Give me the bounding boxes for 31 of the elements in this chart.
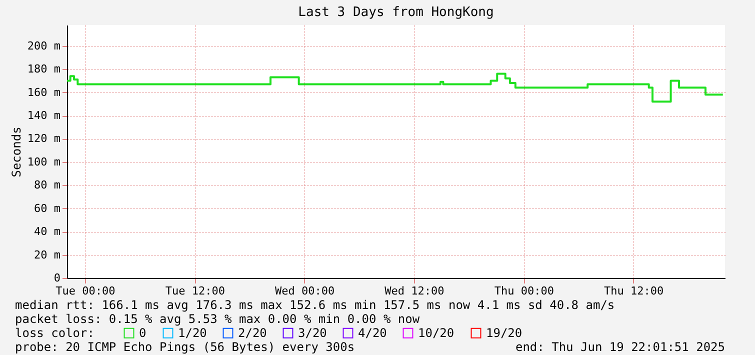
legend-title: loss color: <box>15 326 94 340</box>
y-axis-title: Seconds <box>9 126 24 178</box>
x-tick-label: Tue 12:00 <box>165 284 225 298</box>
y-tick-label: 60 m <box>34 202 61 215</box>
chart-title: Last 3 Days from HongKong <box>298 5 494 20</box>
legend-label: 19/20 <box>486 326 522 340</box>
legend-label: 4/20 <box>358 326 387 340</box>
legend-label: 0 <box>139 326 146 340</box>
y-tick-label: 160 m <box>27 86 61 99</box>
y-tick-label: 200 m <box>27 39 61 52</box>
legend-label: 1/20 <box>178 326 207 340</box>
y-tick-label: 100 m <box>27 155 61 168</box>
y-tick-label: 180 m <box>27 62 61 76</box>
legend-label: 2/20 <box>238 326 267 340</box>
legend-label: 10/20 <box>418 326 454 340</box>
x-tick-label: Thu 12:00 <box>604 284 664 298</box>
y-tick-label: 20 m <box>34 248 61 262</box>
legend-label: 3/20 <box>298 326 327 340</box>
x-tick-label: Tue 00:00 <box>56 284 116 298</box>
text: median rtt: 166.1 ms avg 176.3 ms max 152.6 ms min 157.5 ms now 4.1 ms sd 40.8 am/s <box>15 298 615 312</box>
y-tick-label: 40 m <box>34 225 61 238</box>
x-tick-label: Wed 00:00 <box>275 284 335 298</box>
text: probe: 20 ICMP Echo Pings (56 Bytes) every 300s <box>15 340 355 354</box>
y-tick-label: 140 m <box>27 109 61 122</box>
text: packet loss: 0.15 % avg 5.53 % max 0.00 % min 0.00 % now <box>15 312 420 326</box>
x-tick-label: Thu 00:00 <box>494 284 554 298</box>
text: end: Thu Jun 19 22:01:51 2025 <box>515 340 725 354</box>
x-tick-label: Wed 12:00 <box>384 284 444 298</box>
y-tick-label: 120 m <box>27 132 61 146</box>
y-tick-label: 0 <box>54 272 60 284</box>
y-tick-label: 80 m <box>34 178 61 192</box>
